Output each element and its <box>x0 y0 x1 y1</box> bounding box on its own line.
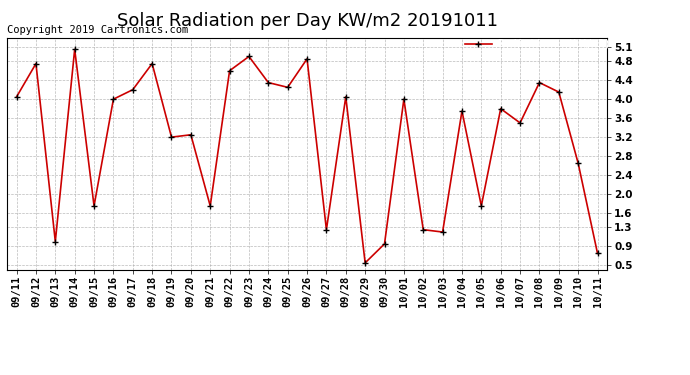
Title: Solar Radiation per Day KW/m2 20191011: Solar Radiation per Day KW/m2 20191011 <box>117 12 497 30</box>
Text: Copyright 2019 Cartronics.com: Copyright 2019 Cartronics.com <box>7 25 188 35</box>
